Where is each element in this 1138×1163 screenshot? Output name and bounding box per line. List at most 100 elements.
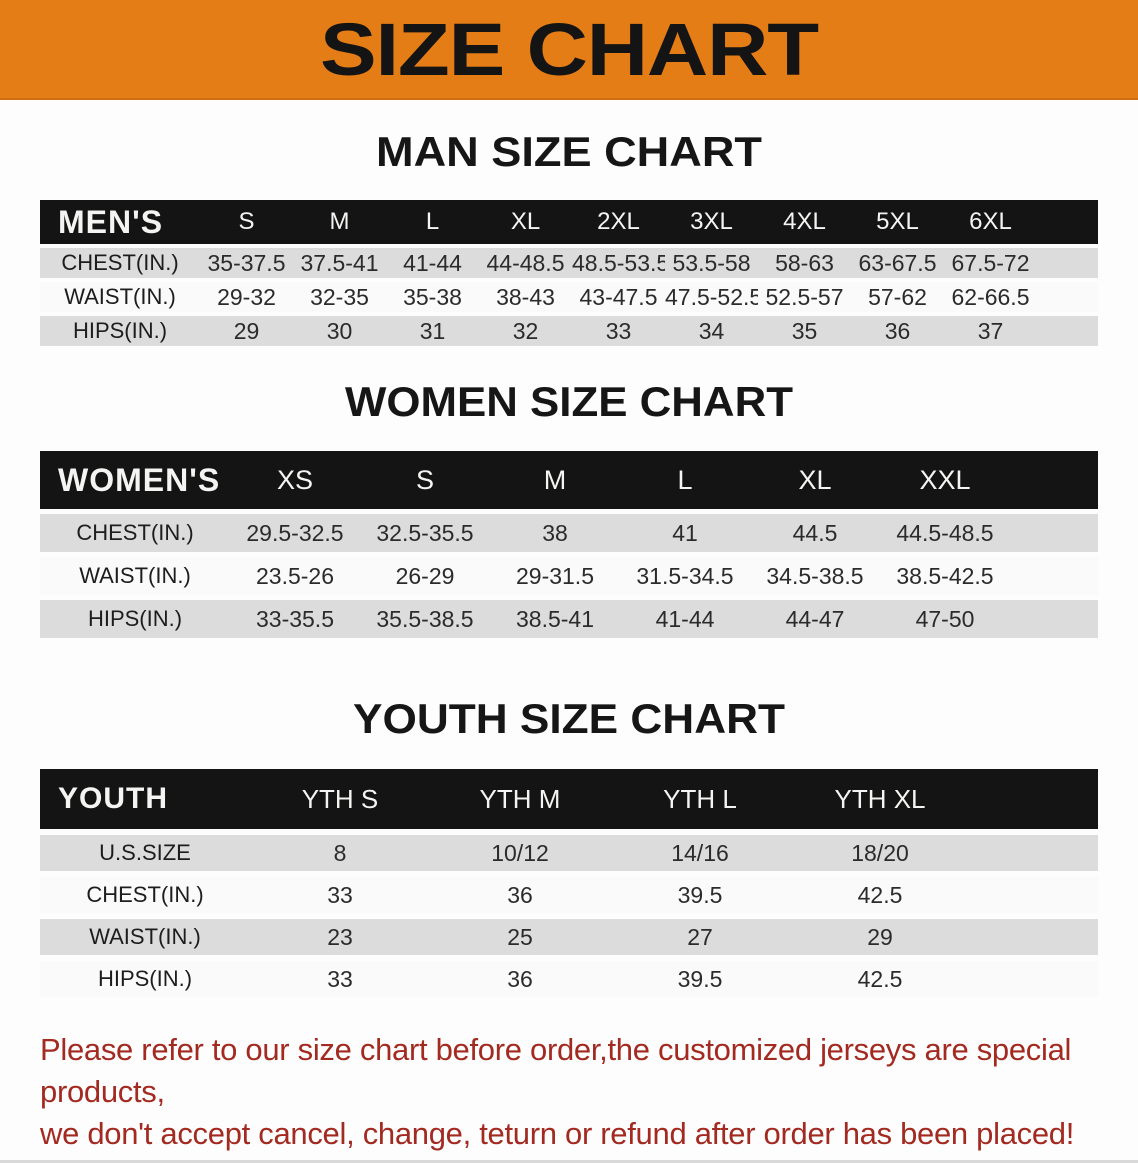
size-cell: 14/16	[610, 835, 790, 871]
size-cell: 35-38	[386, 282, 479, 312]
table-row: HIPS(IN.) 29 30 31 32 33 34 35 36 37	[40, 316, 1098, 346]
size-cell: 37	[944, 316, 1037, 346]
size-cell: 67.5-72	[944, 248, 1037, 278]
size-column-header: L	[386, 200, 479, 244]
size-column-header: XL	[479, 200, 572, 244]
size-column-header: 6XL	[944, 200, 1037, 244]
size-column-header: M	[490, 451, 620, 509]
man-section-title: MAN SIZE CHART	[376, 128, 762, 174]
size-cell: 41-44	[620, 600, 750, 638]
row-label: WAIST(IN.)	[40, 282, 200, 312]
row-spacer	[970, 835, 1098, 871]
size-cell: 43-47.5	[572, 282, 665, 312]
size-cell: 38	[490, 514, 620, 552]
size-cell: 33-35.5	[230, 600, 360, 638]
size-cell: 41-44	[386, 248, 479, 278]
size-cell: 27	[610, 919, 790, 955]
mens-header-label: MEN'S	[40, 200, 200, 244]
size-column-header: 5XL	[851, 200, 944, 244]
row-spacer	[970, 877, 1098, 913]
youth-header-label: YOUTH	[40, 769, 250, 829]
size-cell: 62-66.5	[944, 282, 1037, 312]
disclaimer-line-1: Please refer to our size chart before or…	[40, 1032, 1072, 1109]
youth-size-table: YOUTH YTH S YTH M YTH L YTH XL U.S.SIZE …	[40, 763, 1098, 1003]
women-section-title-graphic: WOMEN SIZE CHART	[345, 378, 793, 424]
table-row: WAIST(IN.) 29-32 32-35 35-38 38-43 43-47…	[40, 282, 1098, 312]
size-column-header: S	[360, 451, 490, 509]
size-cell: 33	[250, 877, 430, 913]
size-cell: 33	[572, 316, 665, 346]
row-spacer	[1037, 248, 1098, 278]
size-cell: 63-67.5	[851, 248, 944, 278]
size-cell: 39.5	[610, 877, 790, 913]
header-spacer	[970, 769, 1098, 829]
table-row: HIPS(IN.) 33 36 39.5 42.5	[40, 961, 1098, 997]
size-cell: 32	[479, 316, 572, 346]
header-spacer	[1010, 451, 1098, 509]
banner-title: SIZE CHART	[320, 8, 819, 91]
header-spacer	[1037, 200, 1098, 244]
size-cell: 38.5-42.5	[880, 557, 1010, 595]
table-row: CHEST(IN.) 29.5-32.5 32.5-35.5 38 41 44.…	[40, 514, 1098, 552]
row-label: WAIST(IN.)	[40, 557, 230, 595]
size-cell: 38-43	[479, 282, 572, 312]
size-column-header: XXL	[880, 451, 1010, 509]
size-cell: 48.5-53.5	[572, 248, 665, 278]
row-spacer	[1010, 557, 1098, 595]
disclaimer-line-2: we don't accept cancel, change, teturn o…	[40, 1116, 1075, 1151]
row-spacer	[1037, 282, 1098, 312]
size-cell: 58-63	[758, 248, 851, 278]
size-cell: 44.5-48.5	[880, 514, 1010, 552]
size-cell: 32-35	[293, 282, 386, 312]
size-cell: 23	[250, 919, 430, 955]
size-cell: 35.5-38.5	[360, 600, 490, 638]
size-column-header: S	[200, 200, 293, 244]
size-cell: 25	[430, 919, 610, 955]
size-cell: 34	[665, 316, 758, 346]
row-label: CHEST(IN.)	[40, 248, 200, 278]
womens-header-label: WOMEN'S	[40, 451, 230, 509]
size-cell: 57-62	[851, 282, 944, 312]
size-column-header: YTH L	[610, 769, 790, 829]
size-cell: 37.5-41	[293, 248, 386, 278]
size-cell: 29.5-32.5	[230, 514, 360, 552]
size-cell: 36	[851, 316, 944, 346]
row-spacer	[1010, 600, 1098, 638]
size-column-header: YTH S	[250, 769, 430, 829]
row-spacer	[1037, 316, 1098, 346]
size-column-header: 4XL	[758, 200, 851, 244]
table-row: CHEST(IN.) 35-37.5 37.5-41 41-44 44-48.5…	[40, 248, 1098, 278]
mens-header-row: MEN'S S M L XL 2XL 3XL 4XL 5XL 6XL	[40, 200, 1098, 244]
youth-section-title-graphic: YOUTH SIZE CHART	[353, 695, 785, 741]
size-cell: 8	[250, 835, 430, 871]
size-cell: 39.5	[610, 961, 790, 997]
size-column-header: XS	[230, 451, 360, 509]
size-cell: 29	[200, 316, 293, 346]
youth-section-title: YOUTH SIZE CHART	[353, 695, 785, 741]
size-cell: 42.5	[790, 961, 970, 997]
size-cell: 10/12	[430, 835, 610, 871]
size-column-header: YTH XL	[790, 769, 970, 829]
row-spacer	[970, 961, 1098, 997]
size-cell: 23.5-26	[230, 557, 360, 595]
size-cell: 29	[790, 919, 970, 955]
size-cell: 53.5-58	[665, 248, 758, 278]
size-cell: 47-50	[880, 600, 1010, 638]
row-label: CHEST(IN.)	[40, 877, 250, 913]
size-cell: 35-37.5	[200, 248, 293, 278]
size-cell: 32.5-35.5	[360, 514, 490, 552]
size-cell: 26-29	[360, 557, 490, 595]
womens-header-row: WOMEN'S XS S M L XL XXL	[40, 451, 1098, 509]
row-label: CHEST(IN.)	[40, 514, 230, 552]
size-column-header: 3XL	[665, 200, 758, 244]
size-cell: 35	[758, 316, 851, 346]
size-cell: 52.5-57	[758, 282, 851, 312]
size-cell: 47.5-52.5	[665, 282, 758, 312]
size-cell: 44-48.5	[479, 248, 572, 278]
youth-header-row: YOUTH YTH S YTH M YTH L YTH XL	[40, 769, 1098, 829]
size-cell: 38.5-41	[490, 600, 620, 638]
size-cell: 18/20	[790, 835, 970, 871]
row-label: HIPS(IN.)	[40, 316, 200, 346]
size-cell: 30	[293, 316, 386, 346]
